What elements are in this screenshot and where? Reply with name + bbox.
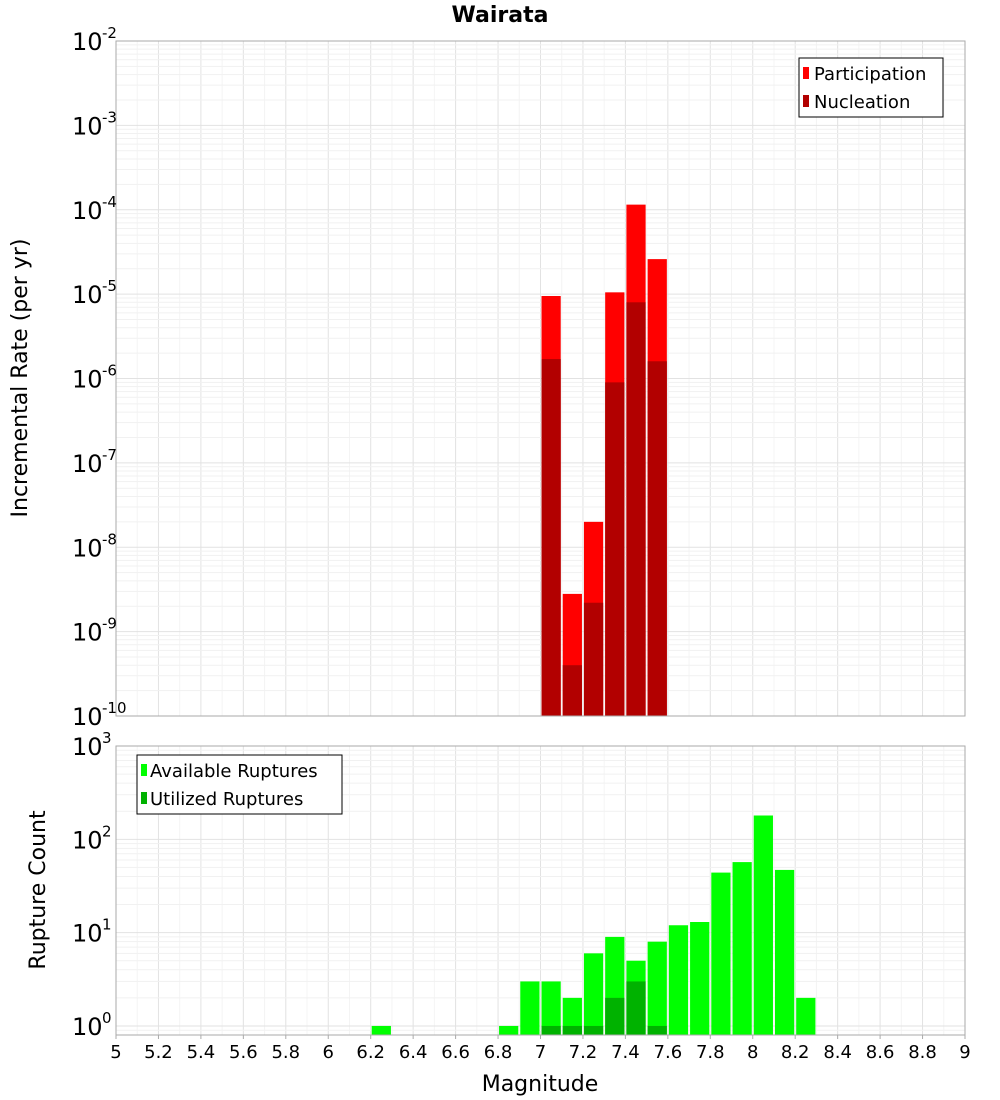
y-tick-exponent: 0 xyxy=(102,1009,112,1027)
x-tick-label: 8.8 xyxy=(908,1042,937,1063)
bottom-bar-available-ruptures xyxy=(562,997,582,1035)
y-tick-label: 10 xyxy=(72,826,103,854)
x-tick-label: 5.6 xyxy=(229,1042,258,1063)
y-tick-exponent: -6 xyxy=(102,362,117,380)
x-tick-label: 5.8 xyxy=(271,1042,300,1063)
y-tick-label: 10 xyxy=(72,619,103,647)
bottom-bar-available-ruptures xyxy=(520,981,540,1035)
bottom-plot-bars xyxy=(371,815,816,1035)
bottom-bar-available-ruptures xyxy=(732,862,752,1035)
x-tick-label: 5.2 xyxy=(144,1042,173,1063)
top-legend-box xyxy=(798,57,944,118)
x-tick-label: 7.4 xyxy=(611,1042,640,1063)
y-tick-label: 10 xyxy=(72,28,103,56)
top-bar-nucleation xyxy=(647,361,667,716)
x-tick-label: 7.8 xyxy=(696,1042,725,1063)
y-tick-exponent: -4 xyxy=(102,193,117,211)
y-tick-exponent: -10 xyxy=(102,699,127,717)
y-tick-exponent: -8 xyxy=(102,530,117,548)
y-tick-label: 10 xyxy=(72,450,103,478)
y-tick-label: 10 xyxy=(72,1013,103,1041)
y-tick-label: 10 xyxy=(72,197,103,225)
y-tick-exponent: 3 xyxy=(102,729,112,747)
y-tick-label: 10 xyxy=(72,703,103,731)
top-bar-nucleation xyxy=(562,665,582,716)
legend-swatch-available-ruptures xyxy=(141,764,147,776)
y-tick-exponent: -2 xyxy=(102,24,117,42)
bottom-bar-available-ruptures xyxy=(647,941,667,1035)
top-legend: Participation Nucleation xyxy=(798,57,944,118)
bottom-bar-available-ruptures xyxy=(753,815,773,1035)
x-tick-label: 6.6 xyxy=(441,1042,470,1063)
y-tick-exponent: -3 xyxy=(102,108,117,126)
bottom-bar-available-ruptures xyxy=(499,1025,519,1035)
bottom-y-axis-label: Rupture Count xyxy=(26,810,51,970)
y-tick-label: 10 xyxy=(72,366,103,394)
x-tick-label: 6.8 xyxy=(484,1042,513,1063)
bottom-legend: Available Ruptures Utilized Ruptures xyxy=(136,754,343,815)
bottom-bar-available-ruptures xyxy=(583,953,604,1035)
x-tick-label: 7.6 xyxy=(654,1042,683,1063)
bottom-bar-available-ruptures xyxy=(371,1025,391,1035)
bottom-bar-available-ruptures xyxy=(541,981,561,1035)
chart-title: Wairata xyxy=(452,3,549,28)
legend-label-utilized-ruptures: Utilized Ruptures xyxy=(150,789,303,810)
x-tick-label: 8.4 xyxy=(823,1042,852,1063)
x-tick-label: 6.4 xyxy=(399,1042,428,1063)
y-tick-label: 10 xyxy=(72,534,103,562)
x-tick-label: 7.2 xyxy=(569,1042,598,1063)
legend-label-participation: Participation xyxy=(814,64,926,85)
y-tick-label: 10 xyxy=(72,920,103,948)
legend-label-available-ruptures: Available Ruptures xyxy=(150,761,318,782)
bottom-bar-available-ruptures xyxy=(711,872,731,1035)
y-tick-label: 10 xyxy=(72,112,103,140)
top-bar-nucleation xyxy=(605,382,625,716)
bottom-bar-available-ruptures xyxy=(774,869,795,1035)
y-tick-exponent: -5 xyxy=(102,277,117,295)
bottom-bar-available-ruptures xyxy=(690,922,710,1035)
top-plot-bars xyxy=(541,204,667,717)
top-plot-grid xyxy=(115,40,966,717)
top-bar-nucleation xyxy=(541,359,561,716)
y-tick-exponent: 1 xyxy=(102,916,112,934)
top-bar-nucleation xyxy=(626,302,646,716)
legend-swatch-nucleation xyxy=(803,95,809,107)
legend-swatch-utilized-ruptures xyxy=(141,792,147,804)
legend-label-nucleation: Nucleation xyxy=(814,92,910,113)
x-tick-label: 5.4 xyxy=(187,1042,216,1063)
bottom-bar-utilized-ruptures xyxy=(626,981,646,1035)
x-tick-label: 6 xyxy=(323,1042,334,1063)
y-tick-label: 10 xyxy=(72,281,103,309)
x-tick-label: 8.2 xyxy=(781,1042,810,1063)
x-tick-label: 5 xyxy=(110,1042,121,1063)
x-tick-label: 8.6 xyxy=(866,1042,895,1063)
x-tick-label: 9 xyxy=(959,1042,970,1063)
bottom-bar-utilized-ruptures xyxy=(605,997,625,1035)
y-tick-exponent: -7 xyxy=(102,446,117,464)
top-plot-frame xyxy=(115,40,966,717)
bottom-bar-utilized-ruptures xyxy=(562,1025,582,1035)
x-ticks: 5 5.2 5.4 5.6 5.8 6 6.2 6.4 6.6 6.8 7 7.2 7.4 7.6 7.8 8… xyxy=(110,1035,971,1063)
y-tick-exponent: -9 xyxy=(102,615,117,633)
y-tick-exponent: 2 xyxy=(102,822,112,840)
bottom-bar-utilized-ruptures xyxy=(541,1025,561,1035)
bottom-bar-available-ruptures xyxy=(668,925,689,1035)
bottom-bar-utilized-ruptures xyxy=(583,1025,604,1035)
y-tick-label: 10 xyxy=(72,733,103,761)
top-y-axis-label: Incremental Rate (per yr) xyxy=(8,239,33,518)
top-bar-nucleation xyxy=(583,602,604,716)
bottom-bar-utilized-ruptures xyxy=(647,1025,667,1035)
x-tick-label: 7 xyxy=(535,1042,546,1063)
bottom-legend-box xyxy=(136,754,343,815)
legend-swatch-participation xyxy=(803,67,809,79)
x-axis-label: Magnitude xyxy=(482,1072,599,1097)
bottom-bar-available-ruptures xyxy=(796,997,816,1035)
x-tick-label: 8 xyxy=(747,1042,758,1063)
x-tick-label: 6.2 xyxy=(356,1042,385,1063)
